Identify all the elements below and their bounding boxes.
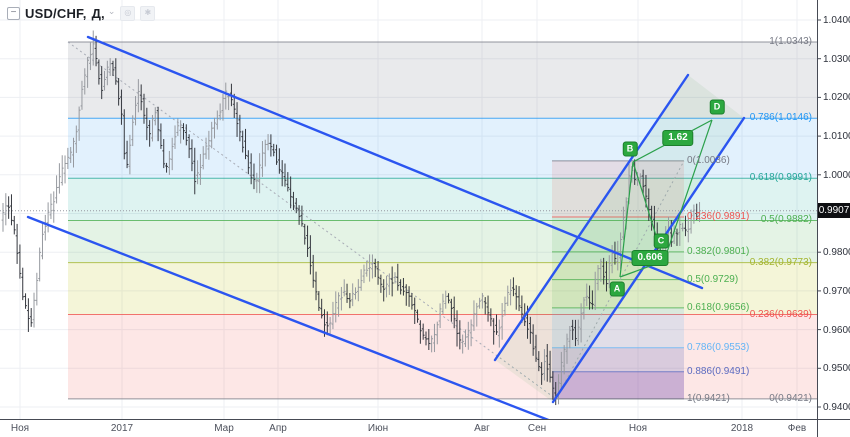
time-tick-label: Фев — [787, 423, 807, 434]
fib-retracement-major[interactable] — [67, 41, 817, 400]
settings-gear-icon[interactable]: ✱ — [140, 6, 156, 21]
descending-channel-line[interactable] — [86, 35, 704, 290]
price-bars — [1, 30, 701, 406]
time-tick-label: Сен — [527, 423, 547, 434]
fib-level-label[interactable]: 0(1.0036) — [687, 154, 730, 166]
price-tick-label: 1.0200 — [823, 92, 850, 104]
price-tick-label: 0.9400 — [823, 402, 850, 413]
fib-level-label[interactable]: 0.5(0.9882) — [760, 214, 812, 226]
fib-level-label[interactable]: 1(1.0343) — [769, 36, 812, 48]
fib-level-label[interactable]: 0(0.9421) — [769, 392, 812, 404]
fib-level-label[interactable]: 0.886(0.9491) — [687, 365, 750, 377]
price-axis-bg[interactable] — [818, 0, 850, 437]
fib-level-label[interactable]: 0.786(1.0146) — [749, 112, 812, 124]
fib-level-label[interactable]: 0.5(0.9729) — [687, 273, 739, 285]
fib-level-label[interactable]: 1(0.9421) — [687, 392, 730, 404]
ratio-label[interactable]: 0.606 — [631, 250, 669, 266]
time-tick-label: 2018 — [730, 423, 754, 434]
interval-label[interactable]: Д, — [91, 6, 105, 21]
time-tick-label: Мар — [214, 423, 234, 434]
time-tick-label: Авг — [474, 423, 490, 434]
abcd-point-label-C[interactable]: C — [653, 233, 669, 249]
last-price-badge: 0.9907 — [818, 203, 850, 219]
grid-lines — [0, 0, 817, 419]
abcd-point-label-A[interactable]: A — [609, 281, 625, 297]
abcd-point-label-B[interactable]: B — [622, 141, 638, 157]
legend: − USD/CHF, Д, ⌄ ◎ ✱ — [7, 6, 156, 21]
ascending-channel-line[interactable] — [493, 73, 690, 362]
fib-level-label[interactable]: 0.236(0.9639) — [749, 308, 812, 320]
fib-level-label[interactable]: 0.236(0.9891) — [687, 210, 750, 222]
ratio-label[interactable]: 1.62 — [662, 130, 694, 146]
fib-level-label[interactable]: 0.382(0.9801) — [687, 245, 750, 257]
fib-retracement-minor[interactable] — [552, 160, 685, 400]
price-tick-label: 1.0300 — [823, 53, 850, 65]
time-tick-label: Июн — [367, 423, 389, 434]
descending-channel-line[interactable] — [26, 215, 553, 423]
price-tick-label: 1.0400 — [823, 15, 850, 26]
collapse-pane-icon[interactable]: − — [7, 7, 20, 20]
visibility-circle-icon[interactable]: ◎ — [120, 6, 136, 21]
symbol-title[interactable]: USD/CHF, — [25, 6, 87, 21]
time-tick-label: Ноя — [628, 423, 648, 434]
abcd-point-label-D[interactable]: D — [709, 99, 725, 115]
time-tick-label: Апр — [269, 423, 287, 434]
price-tick-label: 1.0100 — [823, 131, 850, 143]
fib-level-label[interactable]: 0.618(0.9991) — [749, 172, 812, 184]
time-axis-bg[interactable] — [0, 420, 850, 437]
fib-level-label[interactable]: 0.382(0.9773) — [749, 256, 812, 268]
time-tick-label: 2017 — [110, 423, 134, 434]
fib-level-label[interactable]: 0.618(0.9656) — [687, 301, 750, 313]
fib-level-label[interactable]: 0.786(0.9553) — [687, 341, 750, 353]
time-tick-label: Ноя — [10, 423, 30, 434]
channel-fill — [495, 75, 744, 402]
chevron-down-icon[interactable]: ⌄ — [107, 6, 116, 16]
